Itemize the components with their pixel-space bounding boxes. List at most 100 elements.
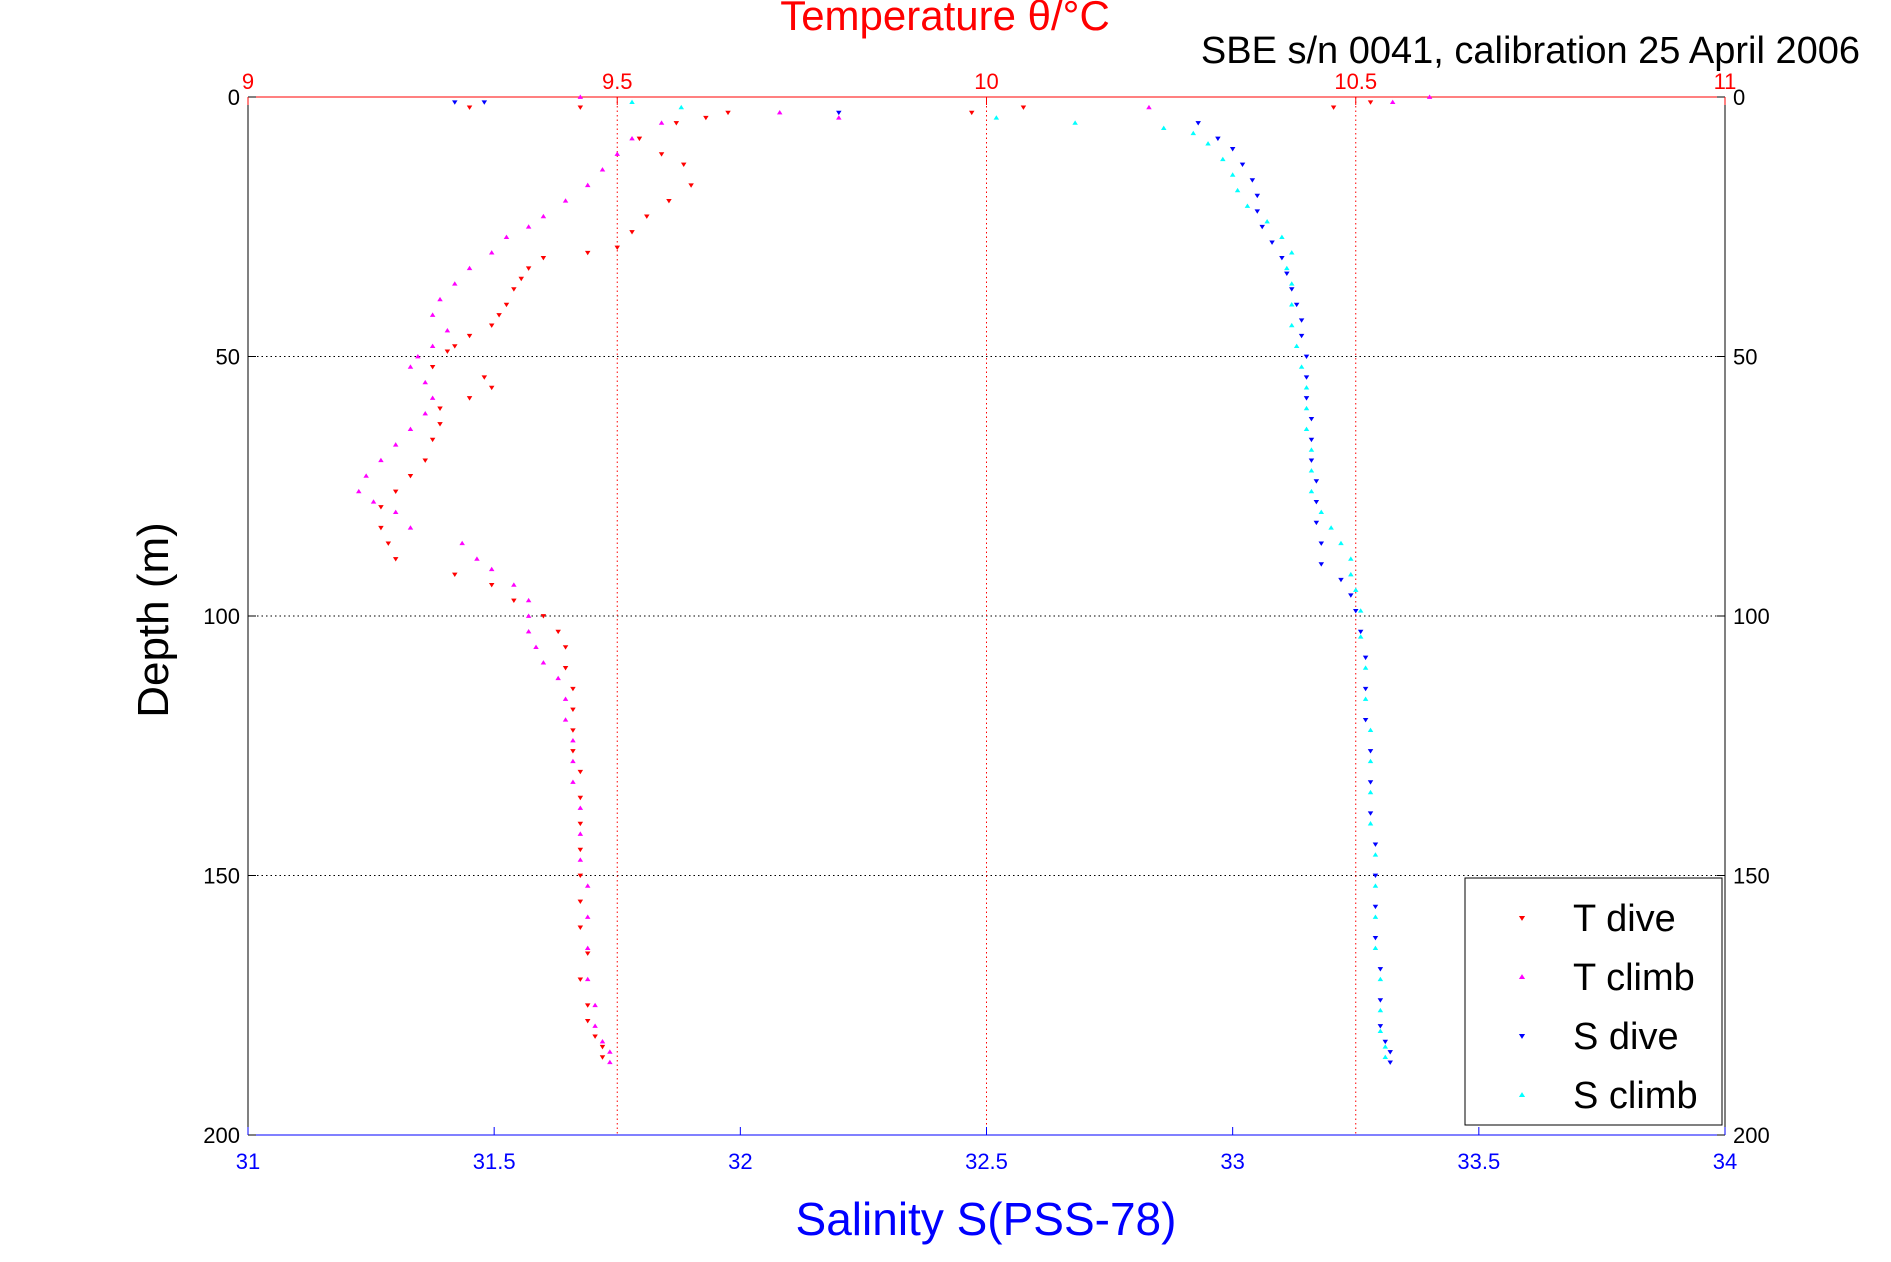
t-climb-point — [584, 883, 591, 888]
s-climb-point — [1289, 302, 1295, 307]
x-bottom-tick-label: 33.5 — [1457, 1149, 1500, 1174]
t-climb-point — [592, 1023, 598, 1028]
t-dive-point — [437, 406, 443, 411]
s-climb-point — [1205, 141, 1211, 146]
s-climb-point — [1382, 1054, 1389, 1059]
s-dive-point — [1298, 318, 1305, 323]
t-dive-point — [429, 365, 436, 370]
s-climb-point — [1362, 665, 1369, 670]
s-dive-point — [1367, 780, 1374, 785]
t-climb-point — [562, 717, 569, 722]
s-dive-point — [1279, 256, 1285, 261]
t-climb-point — [407, 525, 414, 530]
t-dive-point — [577, 769, 584, 775]
s-climb-point — [1353, 587, 1359, 592]
t-dive-point — [1020, 105, 1027, 110]
s-dive-point — [1298, 333, 1305, 339]
s-dive-point — [1357, 629, 1364, 635]
t-dive-point — [584, 1003, 591, 1008]
t-dive-point — [496, 313, 502, 318]
s-climb-point — [1289, 250, 1295, 255]
t-dive-point — [1367, 100, 1374, 105]
t-dive-point — [511, 287, 517, 292]
s-climb-point — [1372, 914, 1379, 919]
s-climb-point — [1264, 219, 1270, 224]
t-dive-point — [584, 250, 591, 256]
t-dive-point — [577, 847, 584, 853]
data-points — [356, 94, 1433, 1065]
legend-label-s-dive: S dive — [1573, 1016, 1679, 1058]
s-dive-point — [1387, 1050, 1393, 1055]
t-climb-point — [525, 613, 532, 618]
s-climb-point — [1338, 540, 1344, 546]
t-climb-point — [584, 914, 591, 919]
t-dive-point — [570, 749, 576, 754]
s-dive-point — [1284, 271, 1290, 277]
t-climb-point — [776, 110, 783, 115]
t-dive-point — [488, 583, 495, 588]
t-dive-point — [599, 1044, 606, 1050]
t-climb-point — [577, 831, 584, 836]
t-dive-point — [666, 198, 672, 204]
t-climb-point — [488, 250, 495, 255]
t-dive-point — [577, 925, 584, 930]
s-dive-point — [1254, 193, 1261, 199]
t-dive-point — [680, 162, 687, 168]
s-climb-point — [1284, 265, 1290, 271]
s-dive-point — [1303, 354, 1310, 360]
s-dive-point — [1362, 655, 1369, 661]
t-climb-point — [584, 182, 591, 188]
s-climb-point — [1289, 322, 1295, 328]
s-dive-point — [1348, 593, 1354, 598]
t-climb-point — [525, 629, 532, 634]
t-climb-point — [466, 265, 473, 271]
t-dive-point — [466, 396, 473, 401]
t-dive-point — [466, 333, 473, 339]
t-climb-point — [836, 115, 842, 120]
t-dive-point — [562, 645, 569, 650]
s-climb-point — [678, 104, 684, 110]
s-dive-point — [1308, 458, 1315, 463]
s-climb-point — [1362, 696, 1369, 701]
t-climb-point — [407, 426, 414, 432]
t-climb-point — [614, 151, 620, 156]
s-climb-point — [1308, 468, 1315, 473]
x-top-tick-label: 10.5 — [1334, 69, 1377, 94]
t-dive-point — [488, 385, 495, 391]
t-dive-point — [673, 121, 680, 126]
t-dive-point — [385, 541, 392, 546]
s-dive-point — [1269, 240, 1275, 245]
s-climb-point — [1308, 447, 1315, 452]
t-climb-point — [444, 328, 451, 333]
s-dive-point — [1318, 541, 1325, 546]
s-climb-point — [1160, 125, 1167, 130]
t-climb-point — [459, 540, 465, 546]
t-climb-point — [570, 758, 576, 764]
t-climb-point — [1146, 104, 1152, 110]
y-tick-label-right: 200 — [1733, 1123, 1770, 1148]
t-dive-point — [577, 873, 584, 879]
t-dive-point — [577, 795, 584, 801]
legend-box — [1464, 877, 1723, 1126]
s-dive-point — [1303, 396, 1310, 401]
t-climb-point — [415, 353, 421, 359]
s-climb-point — [1303, 385, 1310, 390]
s-climb-point — [1220, 156, 1226, 162]
t-dive-point — [555, 629, 561, 635]
legend-marker-s-dive — [1518, 1033, 1526, 1039]
t-climb-point — [392, 509, 399, 515]
t-dive-point — [481, 375, 488, 380]
t-climb-point — [429, 343, 436, 348]
t-climb-point — [592, 1002, 598, 1008]
t-dive-point — [577, 977, 584, 982]
legend-marker-t-climb — [1518, 974, 1526, 980]
t-dive-point — [540, 256, 547, 261]
t-climb-point — [452, 281, 458, 286]
s-climb-point — [1229, 172, 1236, 177]
t-climb-point — [474, 556, 480, 561]
s-climb-point — [1293, 343, 1300, 348]
s-dive-point — [1313, 479, 1320, 484]
t-dive-point — [577, 899, 584, 904]
t-dive-point — [407, 474, 414, 479]
x-bottom-tick-label: 32 — [728, 1149, 752, 1174]
